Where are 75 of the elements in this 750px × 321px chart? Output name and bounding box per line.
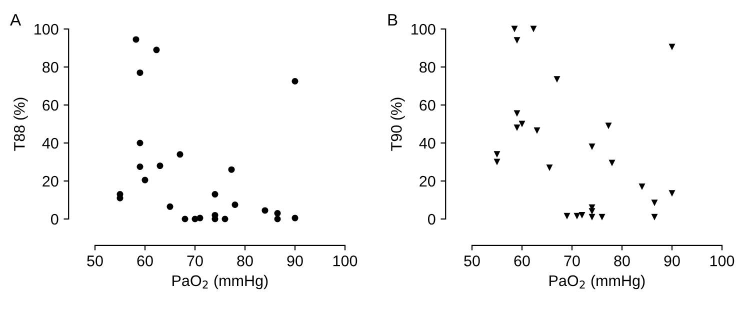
y-tick-label: 60 [420, 100, 436, 111]
x-tick-label: 80 [614, 256, 630, 266]
y-tick-label: 40 [42, 138, 58, 149]
point [514, 124, 520, 132]
point [588, 214, 596, 220]
point [668, 190, 676, 197]
point [668, 44, 676, 50]
point [136, 163, 144, 170]
x-tick-label: 100 [710, 256, 734, 266]
y-tick-label: 80 [42, 62, 58, 73]
x-axis-title: PaO$_{2}$ (mmHg) [550, 274, 645, 290]
point [212, 191, 218, 198]
x-tick-label: 60 [514, 256, 530, 266]
y-tick-label: 0 [50, 214, 58, 225]
point [651, 214, 658, 220]
point [598, 214, 606, 220]
point [546, 164, 553, 171]
x-tick-label: 90 [287, 256, 303, 266]
point [153, 46, 160, 54]
chart-title: B [388, 14, 398, 26]
point [588, 208, 596, 215]
point [638, 183, 646, 190]
point [588, 144, 596, 150]
point [262, 207, 268, 214]
point [608, 160, 616, 166]
y-axis-title: T90 (%) [390, 98, 405, 151]
y-tick-label: 60 [42, 100, 58, 111]
y-tick-label: 80 [420, 62, 436, 73]
point [518, 120, 526, 128]
point [514, 37, 520, 44]
point [136, 140, 144, 146]
y-tick-label: 0 [428, 214, 436, 225]
point [196, 214, 204, 222]
point [222, 216, 228, 222]
point [166, 203, 174, 210]
y-axis-title: T88 (%) [14, 98, 28, 151]
point [228, 166, 235, 173]
point [494, 158, 500, 166]
point [494, 151, 500, 158]
x-tick-label: 70 [564, 256, 580, 266]
x-tick-label: 50 [464, 256, 480, 266]
point [554, 76, 560, 83]
point [534, 127, 540, 134]
point [132, 36, 140, 43]
point [574, 212, 580, 220]
point [156, 162, 164, 170]
chart-title: A [10, 14, 22, 26]
point [578, 212, 586, 218]
y-tick-label: 40 [419, 138, 436, 149]
x-tick-label: 50 [87, 256, 103, 266]
x-tick-label: 100 [333, 256, 358, 266]
y-tick-label: 20 [42, 176, 58, 187]
point [232, 201, 238, 208]
point [274, 216, 281, 222]
point [511, 26, 518, 32]
point [564, 212, 570, 220]
y-tick-label: 100 [412, 24, 436, 35]
y-tick-label: 20 [420, 176, 436, 187]
x-tick-label: 60 [137, 256, 153, 266]
point [274, 210, 281, 217]
x-tick-label: 70 [187, 256, 203, 266]
point [182, 216, 188, 222]
point [292, 78, 298, 85]
x-tick-label: 80 [237, 256, 253, 266]
y-tick-label: 100 [34, 24, 58, 35]
point [176, 151, 184, 158]
point [292, 214, 298, 222]
point [142, 176, 148, 184]
point [530, 26, 537, 32]
point [651, 200, 658, 206]
point [514, 110, 520, 117]
point [605, 122, 612, 130]
x-tick-label: 90 [664, 256, 680, 266]
point [136, 69, 144, 76]
x-axis-title: PaO$_{2}$ (mmHg) [172, 274, 268, 290]
